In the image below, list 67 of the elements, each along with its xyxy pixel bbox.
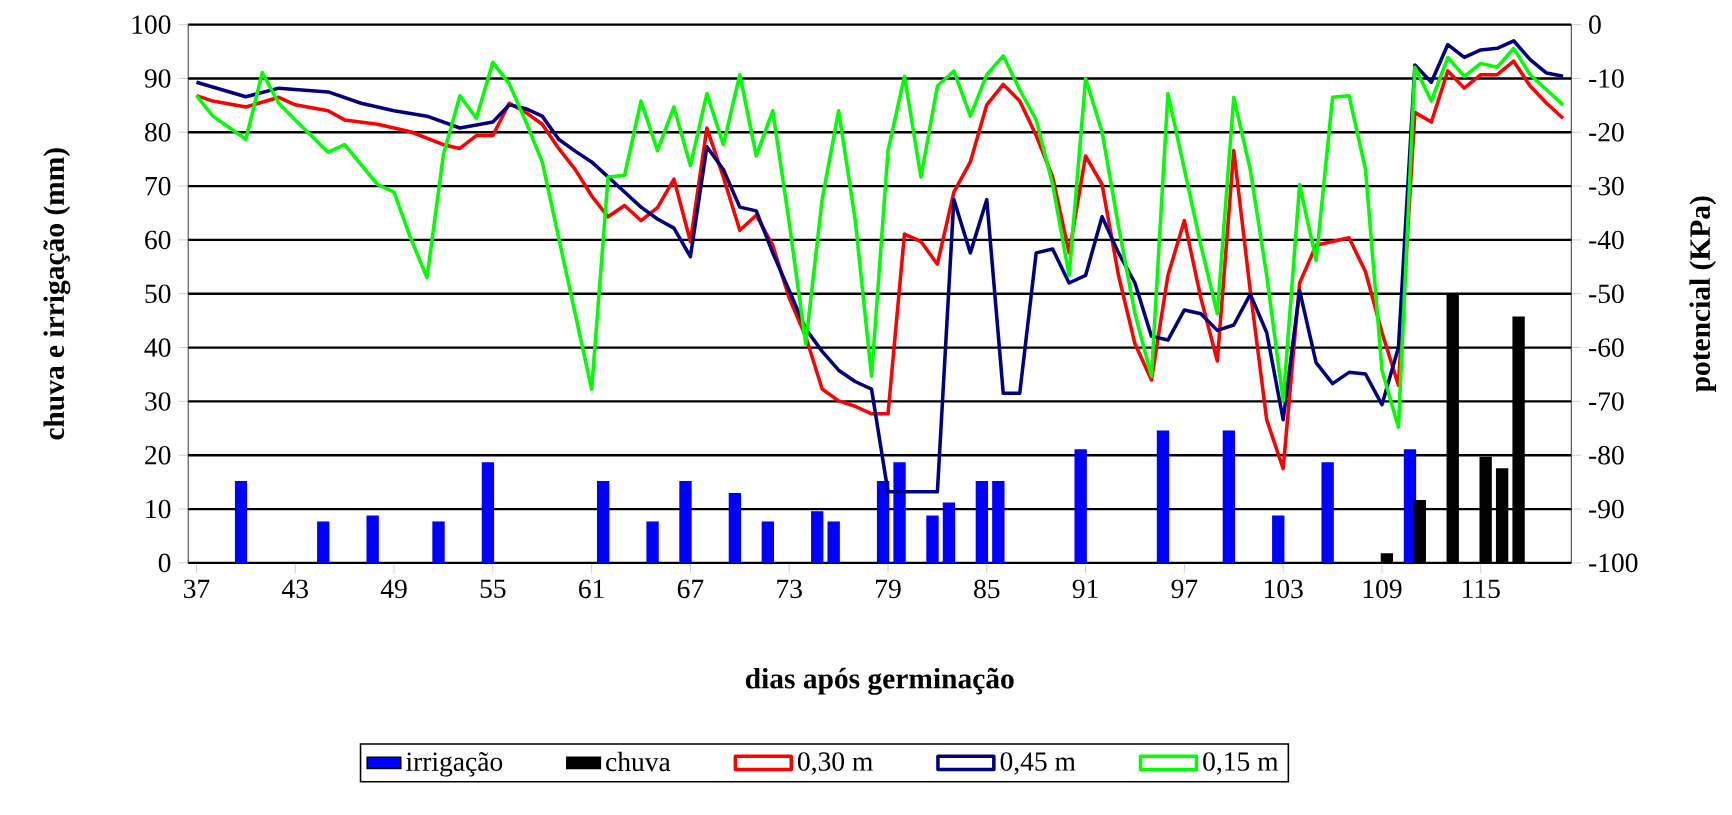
y-tick-label: 0 xyxy=(158,553,171,573)
bar xyxy=(1321,462,1334,563)
bar xyxy=(811,511,824,563)
bar xyxy=(317,521,330,563)
y-tick-label: 30 xyxy=(145,392,171,411)
bar xyxy=(827,521,840,563)
x-tick-label: 43 xyxy=(282,579,308,599)
bar xyxy=(728,492,742,563)
x-tick-label: 103 xyxy=(1264,579,1303,599)
bar xyxy=(761,521,774,563)
legend-label: 0,45 m xyxy=(1000,752,1076,775)
bar xyxy=(893,462,906,563)
x-tick-label: 67 xyxy=(677,579,704,599)
x-tick-label: 55 xyxy=(480,579,506,598)
x-tick-label: 91 xyxy=(1072,579,1098,599)
x-tick-label: 61 xyxy=(579,579,604,599)
y2-tick-label: -90 xyxy=(1589,499,1624,519)
bar xyxy=(1156,430,1170,563)
legend-label: chuva xyxy=(606,751,671,772)
y2-tick-label: -70 xyxy=(1589,392,1624,411)
y-tick-label: 40 xyxy=(144,338,171,357)
x-tick-label: 49 xyxy=(380,579,407,599)
y-axis-title: chuva e irrigação (mm) xyxy=(43,148,71,440)
bar xyxy=(366,515,379,563)
y-tick-label: 20 xyxy=(145,445,171,465)
y2-tick-label: -20 xyxy=(1589,122,1624,142)
bar xyxy=(646,521,659,563)
y2-tick-label: -80 xyxy=(1589,445,1624,465)
y-tick-label: 100 xyxy=(132,15,171,34)
y2-tick-label: -10 xyxy=(1589,69,1624,88)
y-tick-label: 60 xyxy=(145,230,171,250)
bar xyxy=(942,502,956,563)
bar xyxy=(432,521,445,563)
x-tick-label: 115 xyxy=(1463,579,1500,598)
y2-tick-label: -30 xyxy=(1589,176,1624,196)
x-axis-title: dias após germinação xyxy=(745,667,1014,695)
bar xyxy=(1272,515,1285,563)
y-tick-label: 10 xyxy=(146,499,171,519)
x-tick-label: 85 xyxy=(974,579,1000,599)
legend-label: 0,15 m xyxy=(1203,752,1279,775)
x-tick-label: 79 xyxy=(876,579,901,599)
x-tick-label: 73 xyxy=(777,579,802,599)
y-tick-label: 50 xyxy=(145,284,171,303)
y2-tick-label: -50 xyxy=(1589,284,1624,303)
y2-tick-label: 0 xyxy=(1589,15,1601,34)
y2-tick-label: -40 xyxy=(1589,230,1624,250)
y2-tick-label: -60 xyxy=(1589,338,1624,357)
y2-tick-label: -100 xyxy=(1589,553,1638,573)
bar xyxy=(975,480,989,563)
y-tick-label: 90 xyxy=(144,69,171,88)
legend-label: 0,30 m xyxy=(797,752,873,775)
bar xyxy=(234,480,248,563)
bar xyxy=(926,515,939,563)
x-tick-label: 109 xyxy=(1363,579,1402,599)
bar xyxy=(597,480,610,563)
y2-axis-title: potencial (KPa) xyxy=(1689,196,1717,392)
bar xyxy=(1222,430,1236,563)
y-tick-label: 80 xyxy=(145,122,171,142)
bar xyxy=(481,462,495,563)
x-tick-label: 97 xyxy=(1171,579,1198,599)
bar xyxy=(1074,449,1087,563)
bar xyxy=(876,480,890,563)
y-tick-label: 70 xyxy=(145,176,171,196)
bar xyxy=(679,480,692,563)
x-tick-label: 37 xyxy=(184,579,210,599)
bar xyxy=(992,480,1005,563)
legend-label: irrigação xyxy=(406,752,503,777)
